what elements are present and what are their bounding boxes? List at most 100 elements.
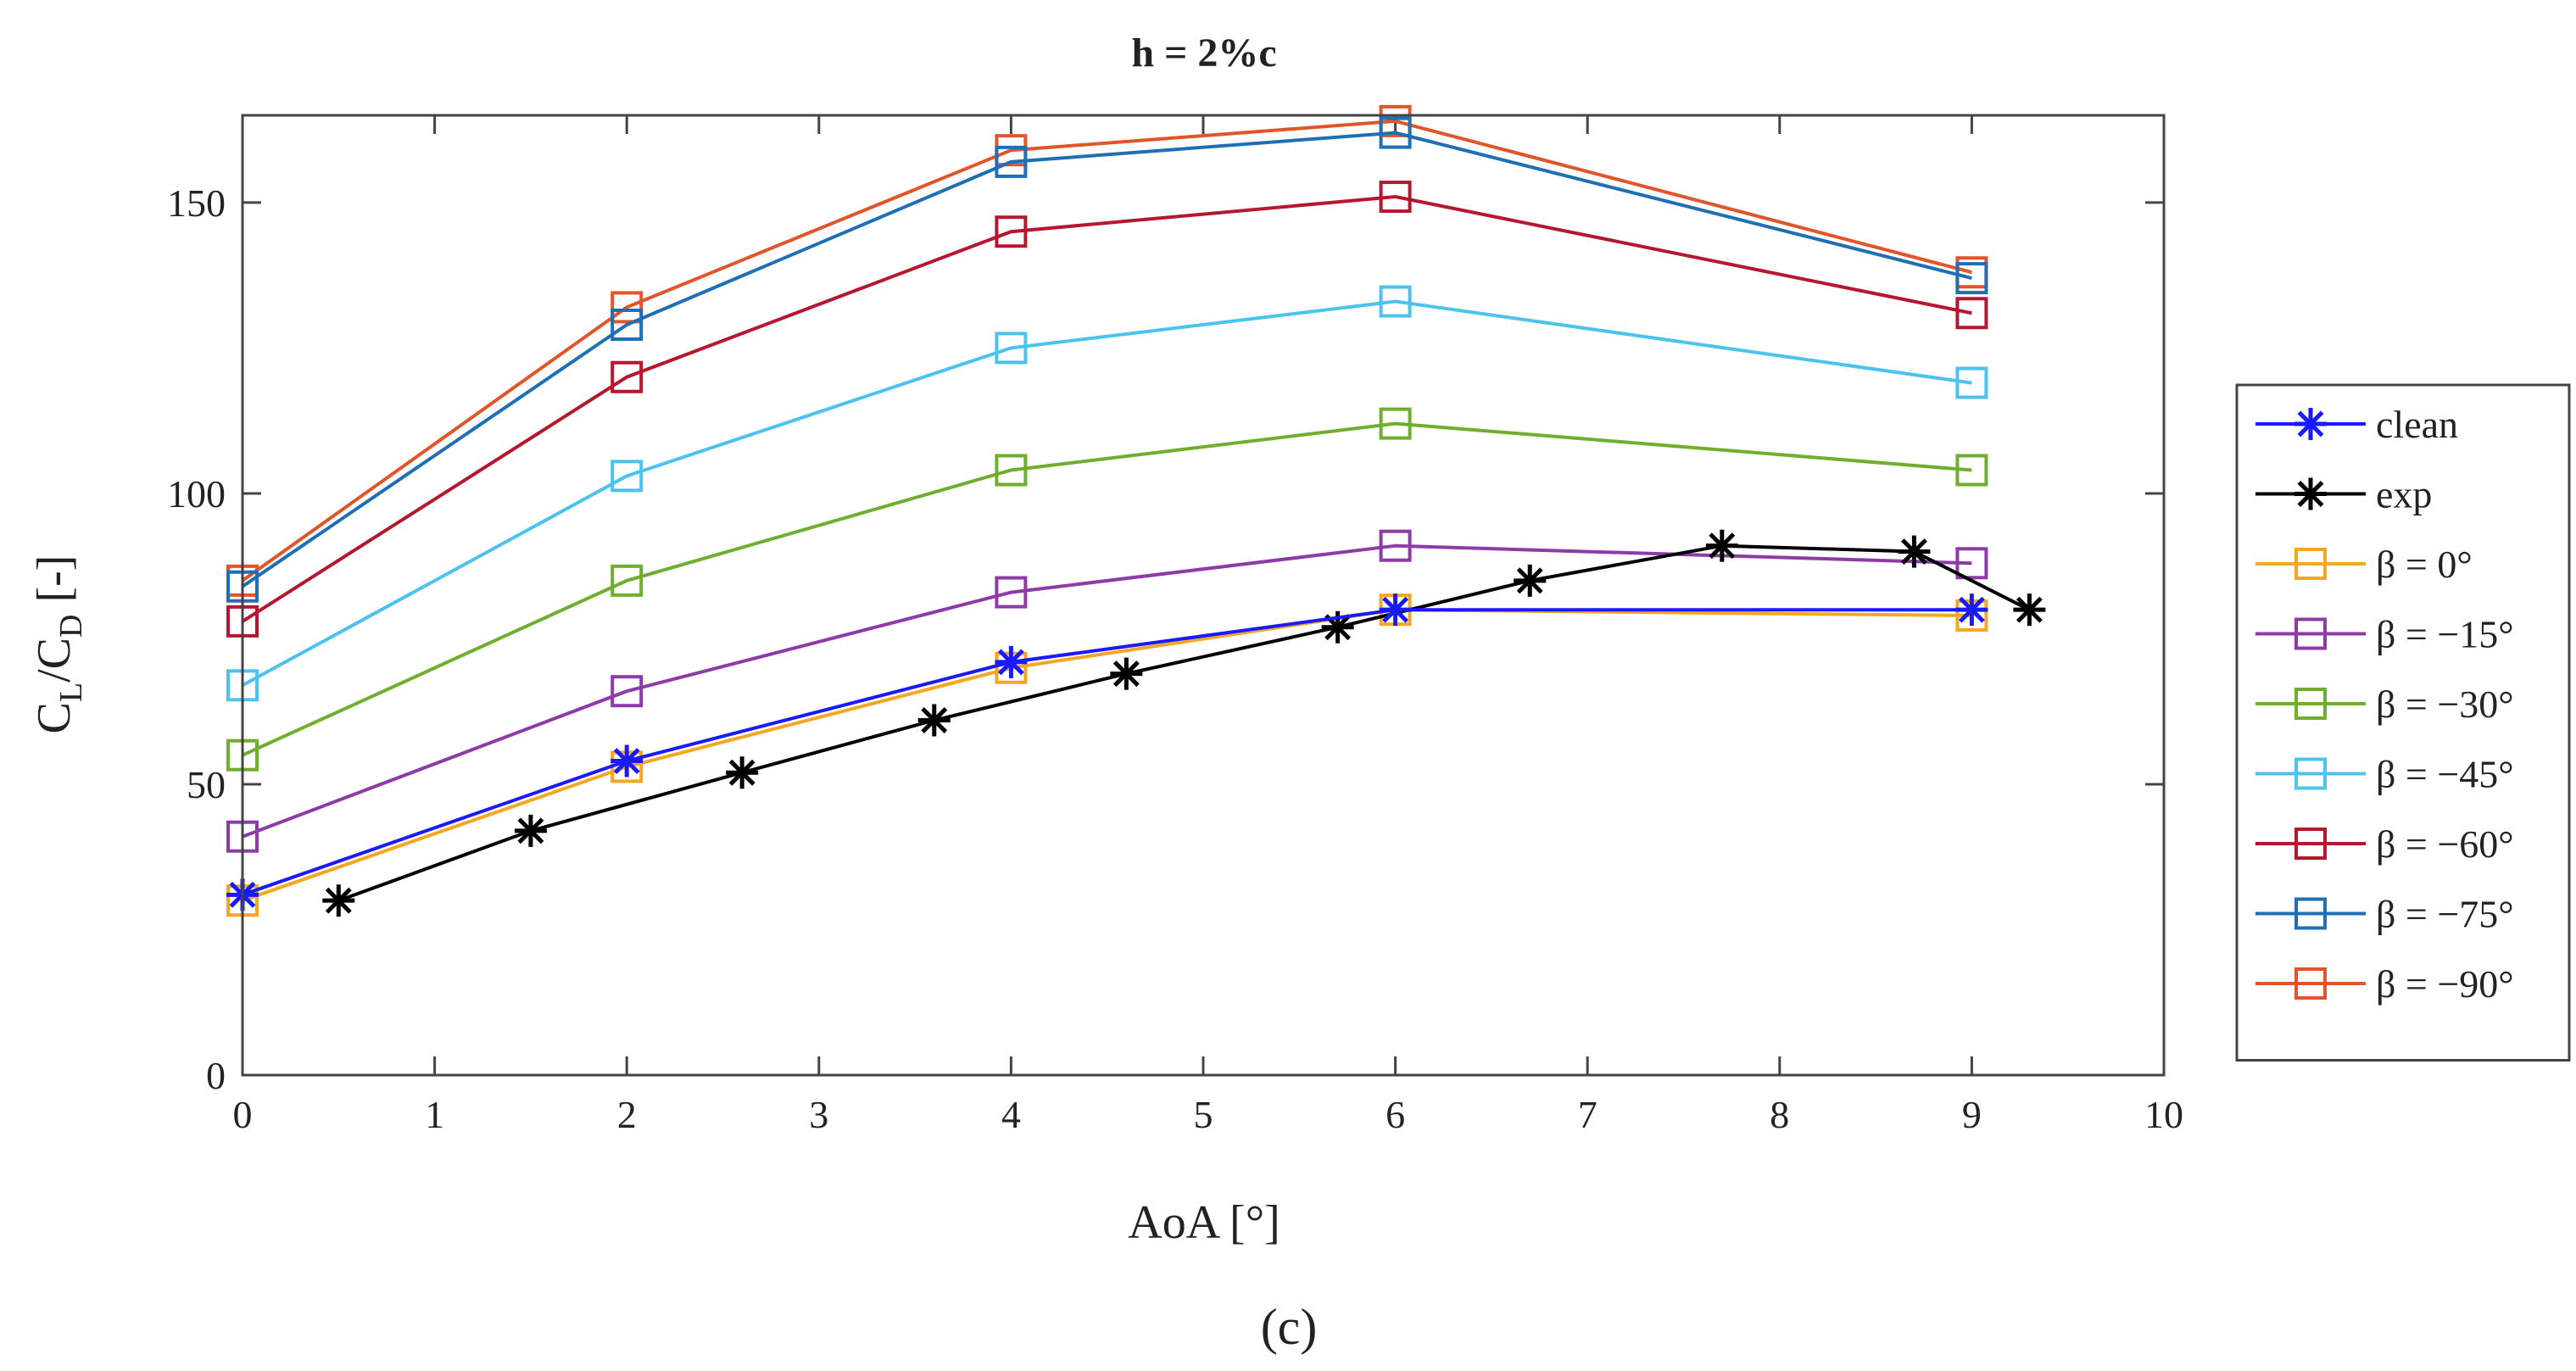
legend-swatch-marker: [2294, 757, 2327, 790]
legend-item: exp: [2255, 473, 2432, 516]
series-line: [337, 543, 2031, 903]
data-point: [611, 564, 644, 597]
x-tick-label: 6: [1386, 1093, 1405, 1136]
legend-item: β = −45°: [2255, 753, 2514, 796]
data-point: [995, 576, 1028, 609]
data-point: [1955, 594, 1988, 627]
data-point: [1379, 529, 1412, 562]
x-tick-label: 10: [2144, 1093, 2183, 1136]
data-point: [1514, 564, 1547, 597]
x-tick-label: 2: [617, 1093, 637, 1136]
series-7: [226, 181, 1988, 638]
y-axis-label-mid: /C: [28, 638, 81, 683]
legend-swatch-marker: [2294, 828, 2327, 860]
data-point: [2013, 594, 2046, 627]
series-6: [226, 285, 1988, 702]
data-point: [322, 884, 355, 917]
series-line: [242, 299, 1972, 688]
y-axis-label-sub1: L: [53, 683, 89, 702]
legend-label: β = −15°: [2376, 613, 2514, 656]
y-tick-label: 150: [167, 181, 226, 225]
x-tick-label: 1: [425, 1093, 444, 1136]
data-point: [611, 744, 644, 777]
x-tick-label: 8: [1770, 1093, 1789, 1136]
data-point: [995, 332, 1028, 365]
data-point: [611, 308, 644, 341]
data-point: [1379, 285, 1412, 318]
y-axis-label: CL/CD [-]: [28, 555, 89, 734]
x-tick-label: 3: [809, 1093, 828, 1136]
legend-label: β = −90°: [2376, 962, 2514, 1006]
y-tick-label: 50: [187, 763, 226, 806]
legend-swatch-marker: [2294, 897, 2327, 930]
legend: clean exp β = 0° β = −15° β = −30° β = −45° β …: [2235, 383, 2571, 1062]
series-line: [241, 119, 1972, 582]
data-point: [1705, 529, 1738, 562]
legend-swatch-marker: [2294, 617, 2327, 650]
data-point: [1110, 657, 1143, 690]
legend-label: β = −45°: [2376, 753, 2514, 796]
plot-frame: [241, 114, 2166, 1077]
legend-label: clean: [2376, 403, 2458, 446]
legend-item: β = −60°: [2255, 822, 2514, 866]
x-tick-label: 5: [1194, 1093, 1213, 1136]
x-tick-label: 7: [1578, 1093, 1597, 1136]
data-point: [1379, 407, 1412, 440]
y-axis-label-tail: [-]: [28, 555, 81, 615]
legend-label: exp: [2376, 473, 2432, 516]
legend-item: β = −90°: [2255, 962, 2514, 1006]
legend-item: β = −75°: [2255, 893, 2514, 936]
series-layer: [226, 104, 2046, 917]
y-axis-label-base: C: [28, 702, 81, 733]
legend-item: clean: [2255, 403, 2458, 446]
series-line: [241, 131, 1972, 588]
legend-swatch-marker: [2294, 967, 2327, 1000]
legend-label: β = 0°: [2376, 543, 2473, 586]
legend-swatch-marker: [2294, 408, 2327, 440]
y-tick-label: 100: [167, 472, 226, 516]
data-point: [514, 814, 547, 847]
legend-swatch-marker: [2294, 688, 2327, 720]
series-line: [242, 421, 1972, 757]
data-point: [1955, 454, 1988, 487]
data-point: [1321, 610, 1354, 644]
data-point: [1955, 297, 1988, 330]
legend-label: β = −75°: [2376, 893, 2514, 936]
data-point: [611, 360, 644, 393]
legend-label: β = −30°: [2376, 683, 2514, 726]
series-line: [242, 608, 1972, 903]
data-point: [917, 704, 951, 737]
x-axis-label: AoA [°]: [1128, 1196, 1280, 1249]
legend-swatch-marker: [2294, 477, 2327, 510]
series-line: [241, 194, 1972, 623]
data-point: [1955, 366, 1988, 399]
y-tick-label: 0: [206, 1054, 226, 1097]
series-8: [226, 116, 1988, 603]
legend-item: β = −15°: [2255, 613, 2514, 656]
data-point: [1379, 594, 1412, 627]
data-point: [1898, 535, 1931, 568]
x-tick-label: 9: [1962, 1093, 1982, 1136]
data-point: [726, 756, 759, 789]
x-tick-label: 4: [1001, 1093, 1021, 1136]
legend-item: β = −30°: [2255, 683, 2514, 726]
x-tick-label: 0: [233, 1093, 253, 1136]
figure-caption: (c): [1261, 1299, 1318, 1355]
data-point: [1379, 181, 1412, 214]
series-line: [242, 543, 1972, 839]
data-point: [995, 145, 1028, 178]
data-point: [1379, 116, 1412, 149]
data-point: [1955, 262, 1988, 295]
series-4: [226, 529, 1988, 853]
legend-item: β = 0°: [2255, 543, 2473, 586]
series-2: [322, 529, 2046, 917]
data-point: [995, 215, 1028, 248]
legend-label: β = −60°: [2376, 822, 2514, 866]
data-point: [995, 645, 1028, 678]
data-point: [995, 454, 1028, 487]
legend-box: [2235, 383, 2571, 1062]
series-9: [226, 104, 1988, 597]
data-point: [611, 291, 644, 324]
